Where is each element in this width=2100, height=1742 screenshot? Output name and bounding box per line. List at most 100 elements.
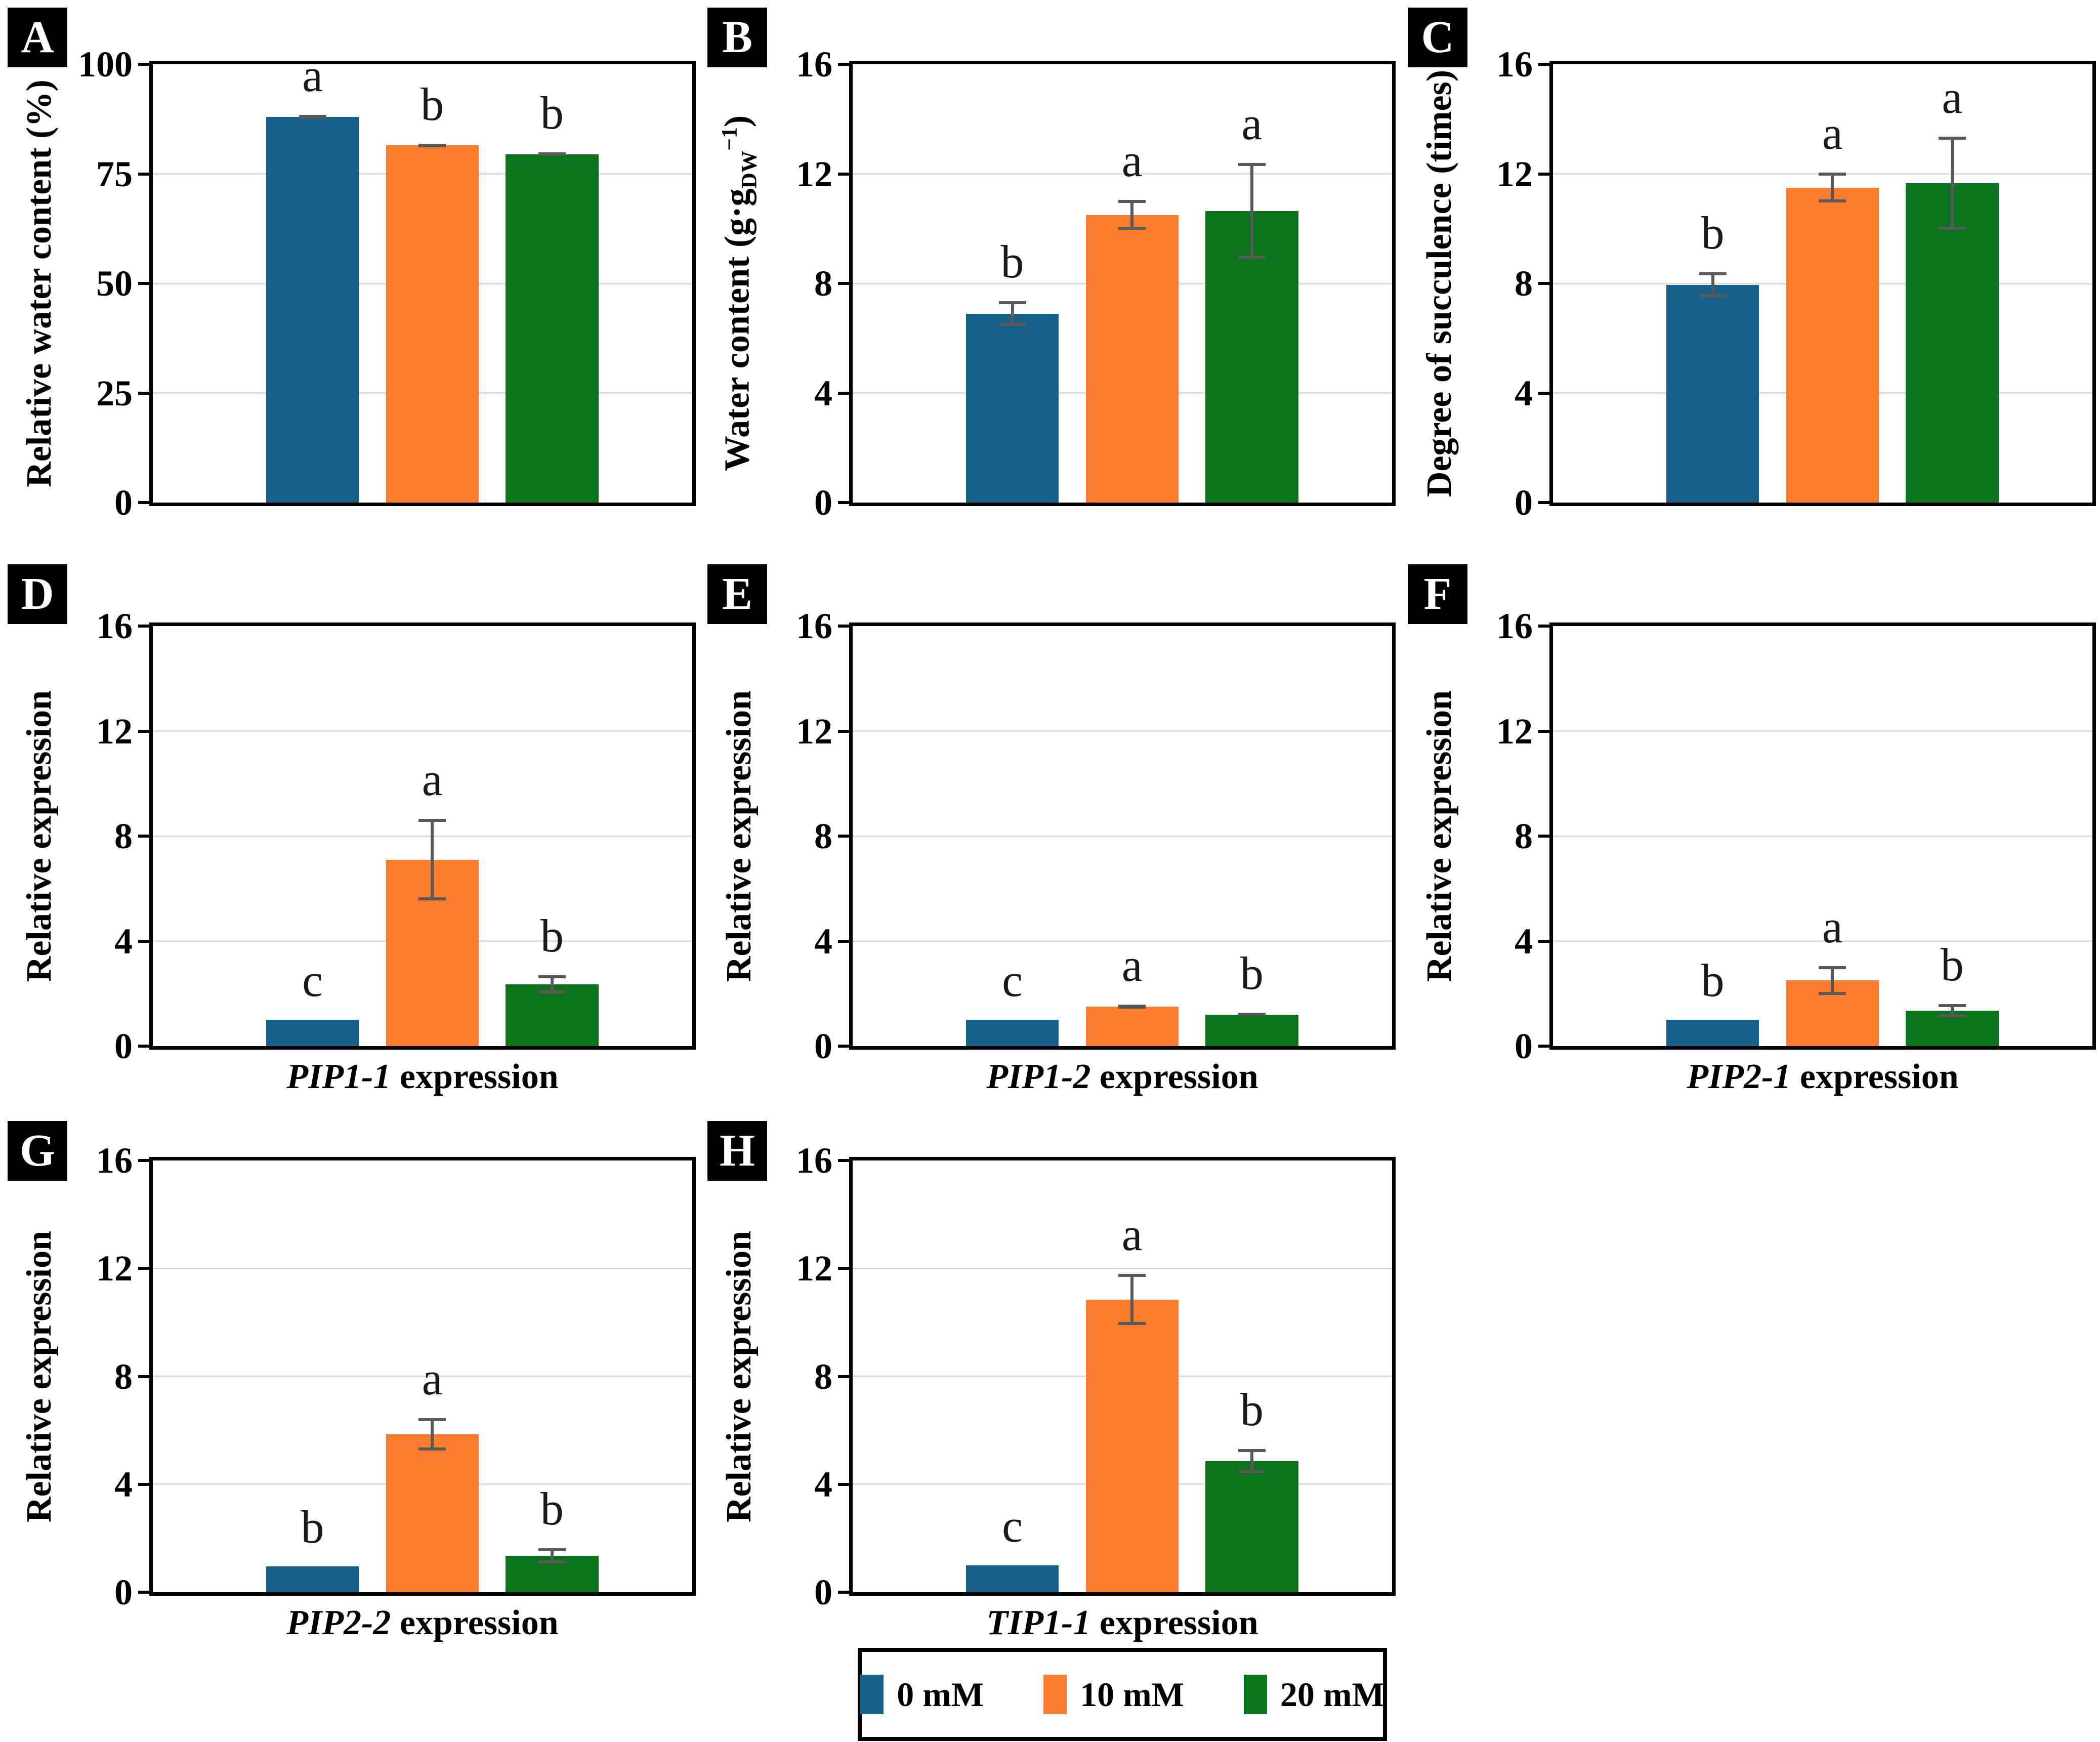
significance-letter: a: [422, 754, 443, 806]
error-bar-cap-bottom: [1938, 1014, 1966, 1017]
y-tick-mark: [138, 63, 149, 66]
label-part: DW: [737, 150, 762, 189]
significance-letter: a: [1241, 97, 1263, 149]
label-part: expression: [391, 1603, 559, 1642]
y-tick-label: 8: [814, 263, 832, 304]
legend-swatch: [860, 1675, 884, 1714]
y-tick-mark: [1538, 1045, 1549, 1048]
bar-20mM: [1205, 211, 1298, 503]
y-tick-label: 12: [796, 1248, 832, 1289]
y-tick-mark: [138, 729, 149, 733]
y-tick-label: 8: [1515, 816, 1533, 856]
legend-label: 20 mM: [1280, 1675, 1384, 1714]
gridline: [853, 1267, 1392, 1269]
y-tick-mark: [138, 625, 149, 628]
significance-letter: b: [540, 87, 564, 139]
error-bar: [1819, 966, 1846, 995]
error-bar: [538, 152, 566, 156]
error-bar-line: [1130, 199, 1134, 230]
error-bar-line: [550, 975, 554, 994]
error-bar: [998, 301, 1026, 326]
significance-letter: b: [540, 1483, 564, 1535]
error-bar-cap-bottom: [538, 153, 566, 156]
y-tick-mark: [838, 1159, 849, 1162]
error-bar-line: [1250, 1449, 1253, 1474]
legend-swatch: [1243, 1675, 1267, 1714]
error-bar: [1938, 1004, 1966, 1017]
error-bar-cap-bottom: [1819, 199, 1846, 203]
y-tick-label: 16: [1496, 606, 1533, 646]
error-bar-cap-top: [1699, 272, 1727, 276]
significance-letter: a: [1121, 1208, 1143, 1260]
plot-area: 0 25 50 75 100 a b b: [78, 46, 696, 521]
y-tick-mark: [838, 1267, 849, 1270]
label-part: Degree of succulence (times): [1420, 69, 1459, 497]
error-bar-cap-bottom: [299, 116, 326, 119]
label-part: TIP1-1: [986, 1603, 1091, 1642]
error-bar-cap-bottom: [418, 144, 446, 147]
bar-20mM: [506, 984, 599, 1046]
y-tick-label: 12: [796, 153, 832, 194]
y-tick-label: 4: [814, 372, 832, 413]
y-tick-mark: [138, 1482, 149, 1486]
x-axis-title: PIP1-2 expression: [849, 1057, 1396, 1097]
panel-letter-E: E: [707, 564, 767, 624]
label-part: Relative expression: [1420, 690, 1459, 982]
y-tick-label: 16: [796, 44, 832, 85]
y-tick-mark: [838, 172, 849, 176]
y-tick-mark: [138, 282, 149, 285]
error-bar: [1118, 1273, 1146, 1325]
gridline: [853, 730, 1392, 732]
label-part: ): [718, 115, 757, 128]
legend-label: 10 mM: [1080, 1675, 1184, 1714]
y-tick-label: 12: [96, 1248, 133, 1289]
y-tick-label: 4: [1515, 372, 1533, 413]
error-bar-cap-top: [418, 819, 446, 822]
error-bar-cap-bottom: [998, 322, 1026, 326]
y-axis-title: Relative water content (%): [18, 30, 61, 536]
error-bar-cap-top: [1819, 966, 1846, 969]
plot-area: 0 4 8 12 16 c a b: [796, 608, 1396, 1064]
y-tick-mark: [138, 391, 149, 395]
error-bar-cap-bottom: [1118, 1322, 1146, 1325]
error-bar-cap-bottom: [418, 1447, 446, 1451]
plot-area: 0 4 8 12 16 b a b: [96, 1142, 696, 1610]
significance-letter: c: [1002, 955, 1023, 1007]
y-tick-label: 0: [814, 1026, 832, 1066]
y-tick-mark: [1538, 172, 1549, 176]
error-bar-line: [1950, 137, 1954, 230]
y-tick-label: 8: [814, 1356, 832, 1397]
error-bar: [1238, 162, 1266, 259]
y-tick-mark: [838, 1482, 849, 1486]
error-bar-line: [431, 819, 434, 901]
error-bar-line: [1011, 301, 1014, 326]
label-part: Relative water content (%): [20, 79, 59, 487]
y-tick-label: 0: [114, 1572, 133, 1612]
panel-letter-F: F: [1408, 564, 1467, 624]
plot-area: 0 4 8 12 16 b a a: [1496, 46, 2096, 521]
y-tick-label: 16: [96, 1140, 133, 1181]
y-tick-label: 16: [96, 606, 133, 646]
significance-letter: b: [1701, 955, 1725, 1007]
label-part: Relative expression: [20, 1230, 59, 1522]
error-bar-cap-bottom: [538, 1560, 566, 1563]
label-part: Water content (g·g: [718, 188, 757, 472]
bar-20mM: [1205, 1461, 1298, 1592]
y-tick-label: 12: [96, 711, 133, 752]
bar-10mM: [386, 145, 479, 503]
error-bar: [418, 819, 446, 901]
y-axis-title: Relative expression: [18, 583, 61, 1089]
panel-H: H Relative expression 0 4 8 12 16 c a b TIP1-1 exp…: [700, 1113, 1400, 1742]
y-tick-mark: [838, 391, 849, 395]
bar-0mM: [1666, 1020, 1759, 1046]
bar-10mM: [386, 1434, 479, 1592]
error-bar: [1819, 172, 1846, 203]
panel-A: A Relative water content (%) 0 25 50 75 100 a b b: [0, 0, 700, 557]
y-tick-mark: [838, 835, 849, 838]
gridline: [153, 835, 692, 837]
panel-D: D Relative expression 0 4 8 12 16 c a b PIP1-1 exp…: [0, 557, 700, 1113]
y-axis-title: Relative expression: [18, 1124, 61, 1630]
plot-area: 0 4 8 12 16 b a a: [796, 46, 1396, 521]
gridline: [1553, 730, 2092, 732]
